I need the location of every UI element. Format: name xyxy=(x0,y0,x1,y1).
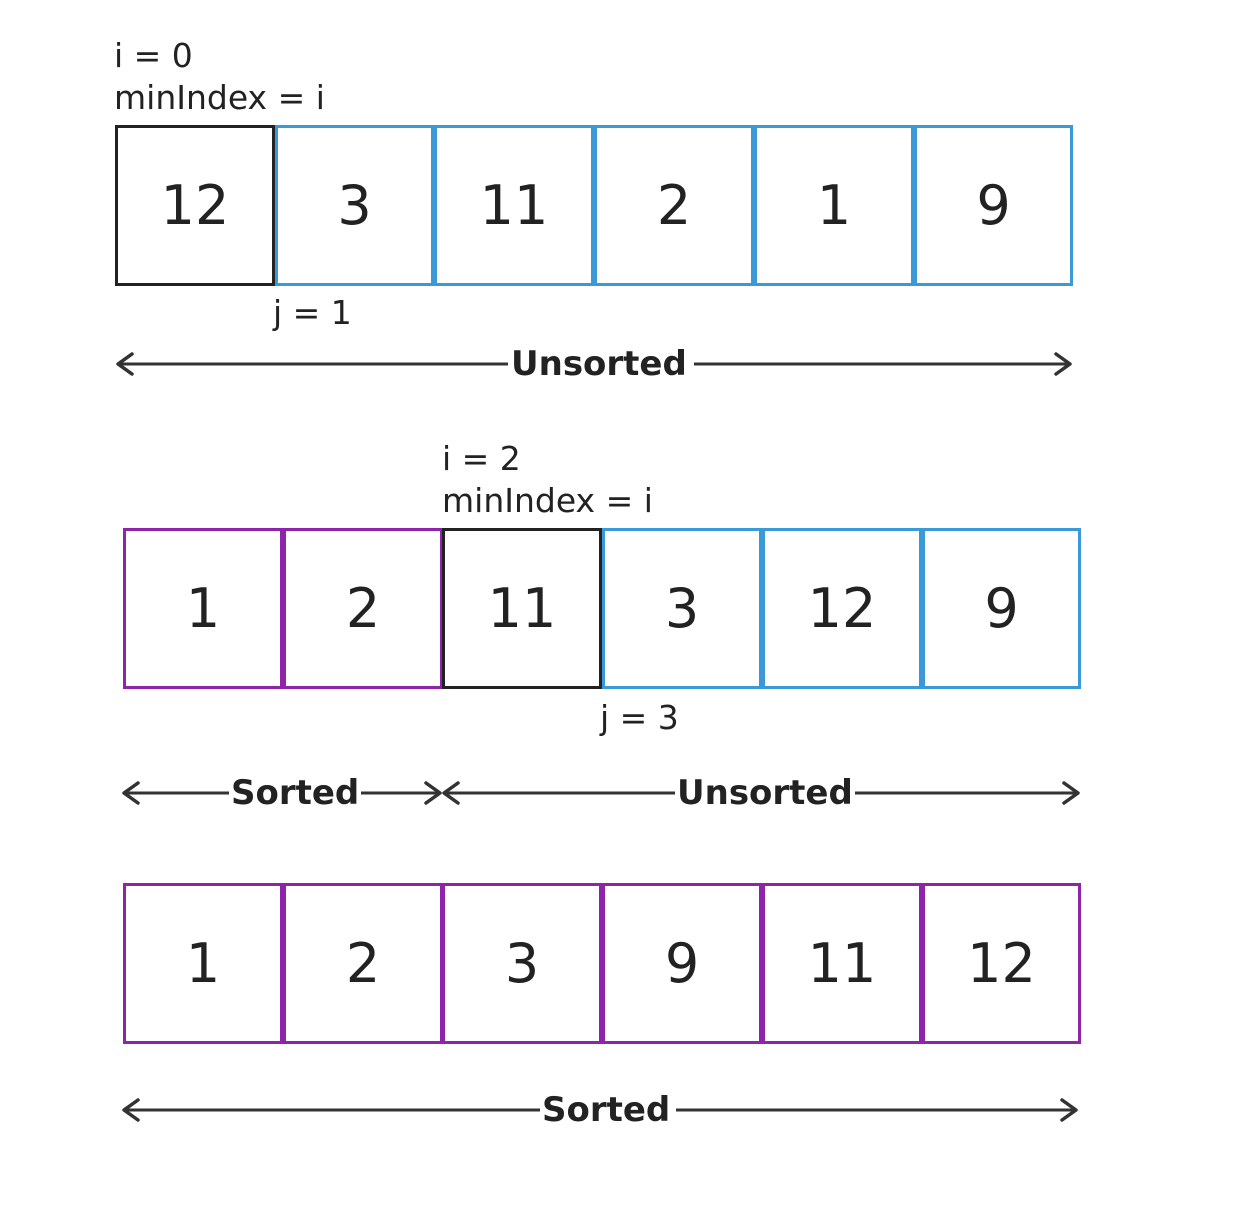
cell-value: 2 xyxy=(656,174,692,237)
step3-cell-2: 3 xyxy=(442,883,602,1044)
step1-cell-2: 11 xyxy=(434,125,594,286)
step2-minindex-label: minIndex = i xyxy=(442,481,653,520)
step1-i-label: i = 0 xyxy=(114,36,193,75)
step3-sorted-label: Sorted xyxy=(540,1090,673,1130)
cell-value: 2 xyxy=(345,932,381,995)
cell-value: 12 xyxy=(807,577,877,640)
cell-value: 11 xyxy=(479,174,549,237)
cell-value: 3 xyxy=(337,174,372,237)
step2-cell-4: 12 xyxy=(762,528,922,689)
step2-unsorted-label: Unsorted xyxy=(675,773,855,813)
cell-value: 12 xyxy=(967,932,1036,995)
step3-cell-4: 11 xyxy=(762,883,922,1044)
step2-i-label: i = 2 xyxy=(442,439,521,478)
step1-unsorted-label: Unsorted xyxy=(509,344,689,384)
cell-value: 1 xyxy=(185,932,221,995)
step3-cell-1: 2 xyxy=(283,883,443,1044)
cell-value: 9 xyxy=(984,577,1019,640)
step3-cell-5: 12 xyxy=(922,883,1081,1044)
step1-j-label: j = 1 xyxy=(273,293,352,332)
step2-sorted-label: Sorted xyxy=(229,773,362,813)
cell-value: 9 xyxy=(664,932,700,995)
step2-cell-1: 2 xyxy=(283,528,443,689)
cell-value: 3 xyxy=(664,577,700,640)
step2-cell-5: 9 xyxy=(922,528,1081,689)
cell-value: 3 xyxy=(504,932,540,995)
step1-cell-3: 2 xyxy=(594,125,754,286)
cell-value: 2 xyxy=(345,577,381,640)
step1-minindex-label: minIndex = i xyxy=(114,78,325,117)
step2-j-label: j = 3 xyxy=(600,698,679,737)
cell-value: 1 xyxy=(816,174,852,237)
cell-value: 9 xyxy=(976,174,1011,237)
step1-cell-4: 1 xyxy=(754,125,914,286)
step2-cell-2: 11 xyxy=(442,528,602,689)
cell-value: 11 xyxy=(807,932,877,995)
step1-cell-0: 12 xyxy=(115,125,275,286)
cell-value: 12 xyxy=(160,174,230,237)
step3-cell-3: 9 xyxy=(602,883,762,1044)
step2-cell-0: 1 xyxy=(123,528,283,689)
step1-cell-5: 9 xyxy=(914,125,1073,286)
cell-value: 11 xyxy=(487,577,557,640)
step2-cell-3: 3 xyxy=(602,528,762,689)
cell-value: 1 xyxy=(185,577,221,640)
step1-cell-1: 3 xyxy=(275,125,434,286)
step3-cell-0: 1 xyxy=(123,883,283,1044)
